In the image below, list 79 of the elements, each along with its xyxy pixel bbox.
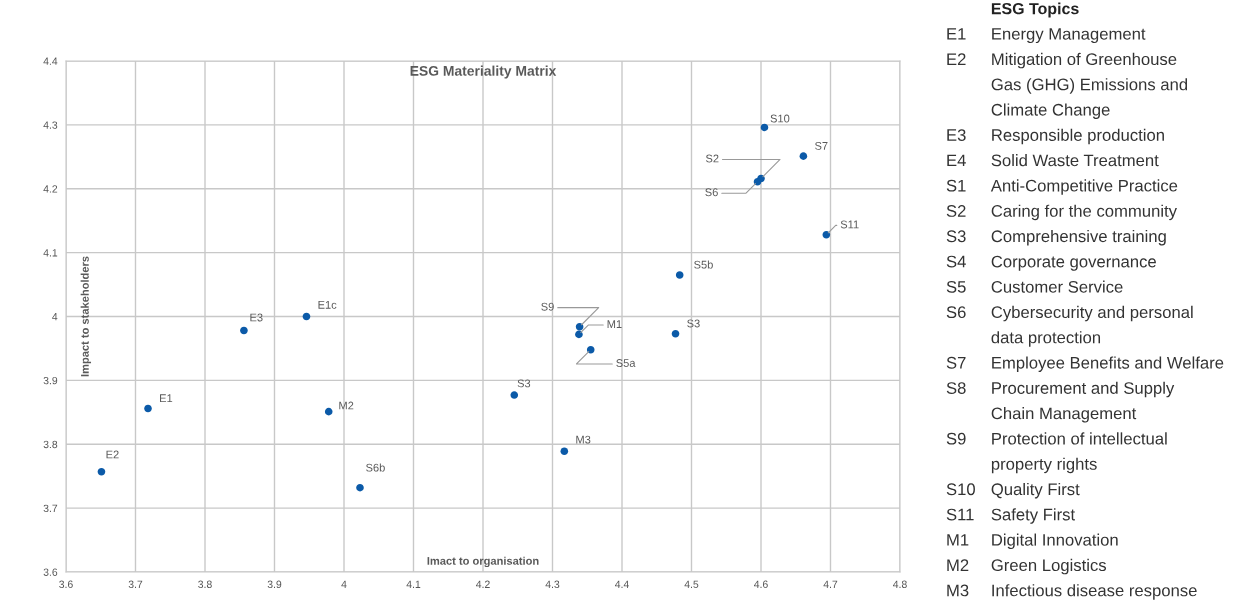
y-tick-label: 4.2: [43, 185, 58, 193]
annotation: M1: [607, 320, 622, 328]
annotation: E2: [106, 450, 119, 459]
annotation: S11: [840, 220, 859, 229]
point: [575, 330, 583, 339]
annotation: S6: [705, 188, 718, 197]
annotation: S3: [687, 319, 700, 328]
text: S7 Employee Benefits and Welfare: [946, 356, 1224, 372]
text: M1 Digital Innovation: [947, 533, 1118, 550]
annotation: M3: [576, 435, 591, 444]
text: S2 Caring for the community: [946, 204, 1177, 221]
x-tick-label: 4: [341, 580, 347, 588]
y-tick-label: 4.1: [43, 249, 58, 257]
point: [675, 271, 684, 279]
text: ESG Topics: [991, 2, 1079, 18]
point: [302, 312, 311, 321]
text: S11 Safety First: [946, 508, 1075, 524]
y-tick-label: 4.4: [43, 57, 58, 65]
point: [144, 404, 152, 413]
text: S9 Protection of intellectual property rights: [946, 432, 1167, 474]
annotation: M2: [339, 401, 354, 410]
text: S3 Comprehensive training: [946, 229, 1166, 246]
text: S6 Cybersecurity and personal data protection: [946, 305, 1193, 347]
point: [760, 123, 769, 132]
point: [822, 230, 831, 239]
annotation: S6b: [366, 463, 385, 472]
annotation: S5b: [694, 260, 713, 269]
point: [240, 326, 248, 335]
text: S1 Anti-Competitive Practice: [946, 179, 1178, 195]
x-tick-label: 4.7: [823, 580, 838, 588]
text: M3 Infectious disease response: [947, 584, 1197, 600]
x-tick-label: 4.3: [545, 580, 560, 588]
text: S8 Procurement and Supply Chain Management: [946, 381, 1175, 423]
chart-title: ESG Materiality Matrix: [410, 65, 557, 79]
x-tick-label: 3.6: [59, 580, 73, 588]
point: [799, 152, 808, 160]
x-tick-label: 3.7: [128, 580, 143, 588]
point: [97, 467, 106, 476]
text: E4 Solid Waste Treatment: [947, 154, 1159, 167]
point: [356, 483, 364, 492]
point: [575, 322, 584, 331]
x-tick-label: 4.4: [615, 580, 629, 588]
y-tick-label: 3.9: [43, 376, 58, 385]
annotation: E3: [250, 313, 263, 322]
text: S4 Corporate governance: [946, 255, 1156, 271]
text: S10 Quality First: [946, 482, 1080, 499]
y-tick-label: 3.8: [43, 440, 58, 449]
text: E2 Mitigation of Greenhouse Gas (GHG) Emissions and Climate Change: [947, 52, 1188, 119]
point: [586, 345, 595, 354]
annotation: S9: [541, 302, 554, 311]
point: [753, 177, 762, 186]
text: E3 Responsible production: [947, 128, 1164, 145]
y-axis-title: Impact to stakeholders: [80, 256, 92, 377]
point: [510, 391, 519, 399]
x-axis-title: Imact to organisation: [427, 556, 539, 568]
text: M2 Green Logistics: [947, 558, 1107, 575]
y-tick-label: 4.3: [43, 121, 58, 129]
x-tick-label: 4.1: [406, 580, 421, 588]
point: [671, 329, 680, 338]
annotation: E1c: [318, 300, 337, 309]
annotation: S10: [770, 114, 790, 123]
point: [560, 447, 569, 456]
point: [324, 407, 333, 416]
annotation: S5a: [616, 359, 636, 367]
x-tick-label: 4.2: [476, 580, 490, 588]
x-tick-label: 3.9: [267, 580, 282, 588]
y-tick-label: 3.6: [43, 568, 58, 576]
y-tick-label: 4: [52, 313, 58, 321]
annotation: E1: [160, 394, 173, 403]
x-tick-label: 3.8: [198, 580, 212, 588]
annotation: S7: [815, 141, 828, 150]
text: E1 Energy Management: [947, 28, 1146, 44]
annotation: S2: [705, 154, 719, 163]
x-tick-label: 4.6: [754, 580, 768, 588]
x-tick-label: 4.8: [893, 580, 907, 588]
text: S5 Customer Service: [946, 280, 1123, 293]
y-tick-label: 3.7: [43, 504, 58, 512]
x-tick-label: 4.5: [684, 580, 699, 588]
annotation: S3: [517, 379, 531, 388]
